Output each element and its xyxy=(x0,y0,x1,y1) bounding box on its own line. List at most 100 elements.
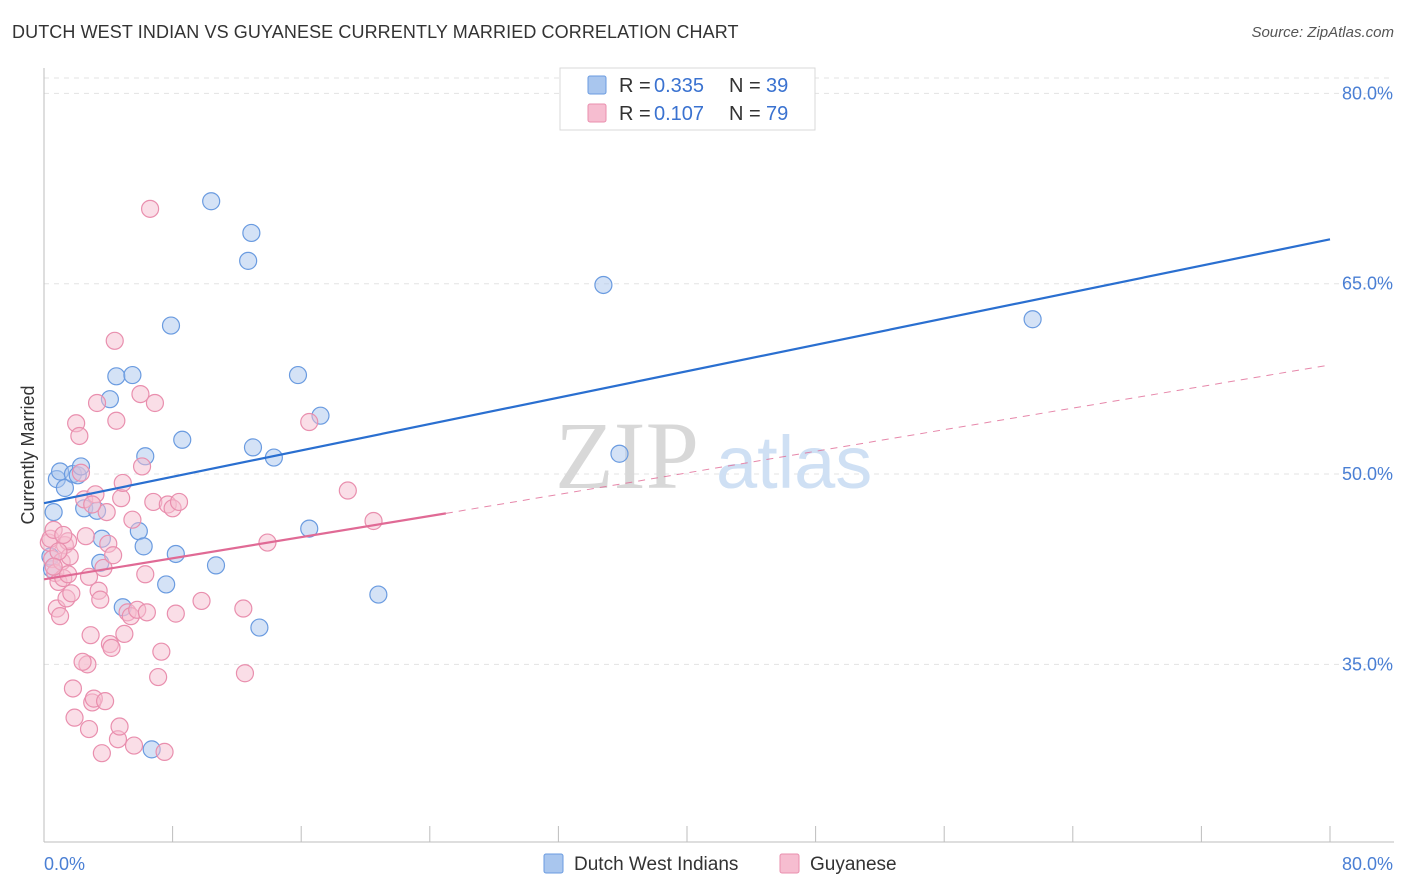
data-point xyxy=(91,590,110,609)
data-point xyxy=(132,457,152,476)
data-point xyxy=(166,544,185,564)
data-point xyxy=(288,365,308,385)
trend-lines xyxy=(43,238,1331,581)
data-point xyxy=(49,542,68,561)
data-point xyxy=(239,251,258,270)
data-point xyxy=(235,664,255,683)
data-point xyxy=(136,565,155,584)
data-point xyxy=(134,537,153,556)
data-point xyxy=(107,411,126,430)
data-point xyxy=(44,502,63,522)
data-point xyxy=(55,478,74,498)
data-point xyxy=(300,519,319,538)
data-point xyxy=(44,557,63,576)
bottom-legend-label: Guyanese xyxy=(810,854,897,875)
data-point xyxy=(87,393,107,413)
bottom-legend-swatch xyxy=(779,853,800,874)
data-point xyxy=(206,556,226,575)
legend-r-value: 0.335 xyxy=(654,75,704,97)
legend-n-label: N = xyxy=(729,103,761,125)
legend-swatch xyxy=(587,75,607,95)
data-point xyxy=(140,199,160,218)
data-point xyxy=(145,393,165,413)
data-point xyxy=(123,365,142,385)
y-axis-label: Currently Married xyxy=(18,385,38,524)
grid-lines xyxy=(44,77,1394,665)
data-point xyxy=(112,489,131,508)
legend: R = 0.335 N = 39 R = 0.107 N = 79 xyxy=(559,67,816,131)
x-tick-label-max: 80.0% xyxy=(1342,854,1393,874)
y-tick-label: 35.0% xyxy=(1342,654,1393,674)
legend-r-value: 0.107 xyxy=(654,103,704,125)
data-point xyxy=(137,603,156,622)
data-point xyxy=(155,742,174,762)
data-point xyxy=(110,717,129,736)
chart-title: DUTCH WEST INDIAN VS GUYANESE CURRENTLY … xyxy=(12,22,739,42)
data-point xyxy=(81,626,100,645)
data-point xyxy=(369,585,388,604)
data-point xyxy=(192,591,211,611)
data-point xyxy=(300,412,319,432)
source-label: Source: ZipAtlas.com xyxy=(1251,24,1394,41)
bottom-legend: Dutch West Indians Guyanese xyxy=(543,853,897,875)
data-point xyxy=(76,527,95,546)
data-point xyxy=(107,367,126,386)
watermark: ZIP atlas xyxy=(555,402,872,509)
data-point xyxy=(166,604,185,623)
tick-labels: 35.0% 50.0% 65.0% 80.0% 0.0% 80.0% xyxy=(44,83,1393,874)
data-point xyxy=(73,652,92,671)
y-tick-label: 80.0% xyxy=(1342,83,1393,103)
data-point xyxy=(173,430,192,449)
data-point xyxy=(202,192,221,211)
data-point xyxy=(54,525,73,545)
series-guyanese xyxy=(39,199,383,763)
data-point xyxy=(83,495,102,514)
data-point xyxy=(97,502,116,522)
legend-r-label: R = xyxy=(619,75,651,97)
legend-n-label: N = xyxy=(729,75,761,97)
bottom-legend-swatch xyxy=(543,853,564,874)
data-points xyxy=(39,192,1042,763)
data-point xyxy=(234,599,253,618)
data-point xyxy=(152,642,171,661)
data-point xyxy=(102,638,121,657)
data-point xyxy=(594,275,613,295)
data-point xyxy=(124,736,144,755)
data-point xyxy=(95,692,115,711)
bottom-legend-label: Dutch West Indians xyxy=(574,854,738,875)
data-point xyxy=(123,510,142,529)
trend-extension-guyanese xyxy=(445,364,1331,514)
data-point xyxy=(161,316,181,335)
legend-swatch xyxy=(587,103,607,123)
watermark-atlas: atlas xyxy=(716,421,872,504)
data-point xyxy=(157,575,176,594)
data-point xyxy=(242,223,261,243)
data-point xyxy=(1023,310,1042,329)
data-point xyxy=(79,719,99,739)
data-point xyxy=(63,679,83,698)
data-point xyxy=(338,481,357,500)
data-point xyxy=(62,584,81,603)
series-dutch-west-indians xyxy=(41,192,1042,759)
data-point xyxy=(50,607,70,626)
data-point xyxy=(169,492,189,512)
trend-line-dutch-west-indians xyxy=(43,238,1331,505)
data-point xyxy=(92,744,111,763)
y-tick-label: 65.0% xyxy=(1342,274,1393,294)
trend-line-guyanese xyxy=(43,512,447,581)
data-point xyxy=(71,463,91,482)
legend-n-value: 39 xyxy=(766,75,788,97)
data-point xyxy=(250,618,269,637)
x-tick-label-min: 0.0% xyxy=(44,854,85,874)
data-point xyxy=(104,546,123,565)
data-point xyxy=(115,624,134,644)
data-point xyxy=(70,426,89,446)
legend-r-label: R = xyxy=(619,103,651,125)
data-point xyxy=(105,331,124,350)
data-point xyxy=(243,438,263,457)
data-point xyxy=(149,667,168,687)
axes xyxy=(43,68,1394,843)
legend-n-value: 79 xyxy=(766,103,788,125)
data-point xyxy=(65,708,84,727)
